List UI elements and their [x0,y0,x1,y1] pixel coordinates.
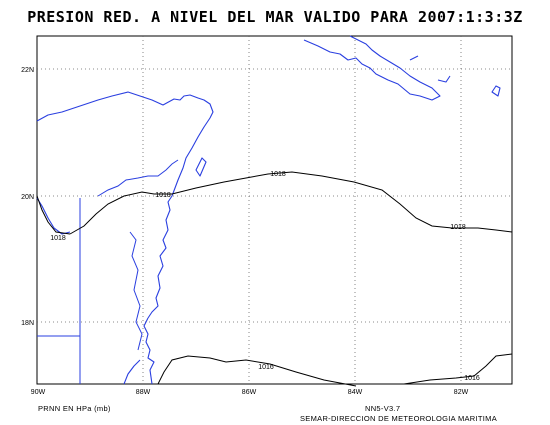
lon-label-86w: 86W [242,389,257,396]
isobar-1018-west [36,195,71,235]
map-frame [36,35,513,385]
coastline-cuba [303,35,441,101]
contour-label-1018-east: 1018 [450,224,466,231]
lon-label-84w: 84W [348,389,363,396]
lat-label-20n: 20N [21,194,34,201]
contour-label-1016-south: 1016 [258,364,274,371]
coastline-campeche [36,197,71,235]
agency-label: SEMAR-DIRECCION DE METEOROLOGIA MARITIMA [300,414,498,423]
lat-label-18n: 18N [21,320,34,327]
coastline-isla-juventud [491,85,501,97]
isobar-1016-south [157,355,357,387]
isobars [36,171,513,387]
lon-label-82w: 82W [454,389,469,396]
contour-label-1018-coast: 1018 [155,192,171,199]
coastline-islands-2 [409,55,419,61]
border-guatemala-belize [129,231,143,351]
units-label: PRNN EN HPa (mb) [38,404,111,413]
border-yucatan-states [97,159,179,197]
coastline-islands-1 [437,75,451,83]
map-title: PRESION RED. A NIVEL DEL MAR VALIDO PARA… [27,8,523,26]
coastline-belize [143,317,155,385]
coastline-cozumel [195,157,207,177]
lon-label-90w: 90W [31,389,46,396]
coastline-gulf-honduras [123,359,141,385]
graticule [37,36,512,384]
coastline-yucatan [36,91,214,319]
isobar-1016-southeast [403,353,513,385]
contour-label-1018-center: 1018 [270,171,286,178]
contour-label-1018-west: 1018 [50,235,66,242]
contour-label-1016-east: 1016 [464,375,480,382]
model-label: NN5-V3.7 [365,404,401,413]
lat-label-22n: 22N [21,67,34,74]
borders [37,159,179,384]
isobar-1018-north [69,171,513,235]
lon-label-88w: 88W [136,389,151,396]
coastlines [36,35,501,385]
